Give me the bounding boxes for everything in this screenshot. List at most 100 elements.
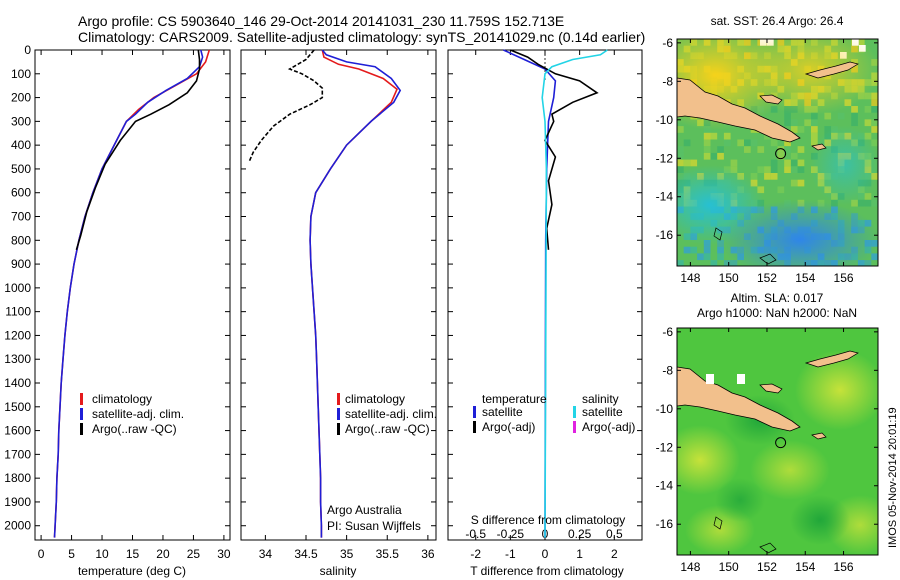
island: [804, 350, 859, 368]
sst-cell: [744, 146, 751, 153]
sst-cell: [784, 166, 791, 173]
sst-cell: [784, 159, 791, 167]
sst-cell: [770, 166, 778, 173]
legend-label-climatology: climatology: [92, 392, 152, 406]
depth-tick-label: 300: [11, 114, 31, 128]
legend-label-t-argo: Argo(-adj): [482, 420, 535, 434]
legend-swatch-t-argo: [473, 421, 476, 433]
lat-tick-label: -10: [656, 113, 674, 127]
legend-swatch-satellite: [337, 408, 340, 420]
x-tick-label: 34: [259, 547, 273, 561]
series-line-2: [75, 49, 201, 251]
salinity-tick-label: 0.25: [568, 527, 592, 541]
sla-high-region: [750, 440, 830, 500]
sst-cell: [764, 166, 771, 173]
sst-cell: [811, 126, 818, 133]
sst-cell: [811, 139, 818, 147]
x-tick-label: 25: [187, 547, 201, 561]
sst-cell: [790, 166, 798, 173]
legend-label-argo: Argo(..raw -QC): [345, 422, 430, 436]
depth-tick-label: 1200: [4, 328, 31, 342]
legend-label-climatology: climatology: [345, 392, 405, 406]
difference-legend: temperature salinity satellite Argo(-adj…: [473, 392, 635, 434]
sst-cell: [777, 152, 785, 160]
sst-cell: [811, 119, 818, 127]
sst-cell: [864, 199, 872, 207]
depth-tick-label: 0: [24, 43, 31, 57]
sst-cell: [730, 260, 738, 266]
argo-float-marker: [775, 437, 787, 449]
depth-axis: 0 100 200 300 400 500 600 700 800 900 1000 1100 1200…: [4, 43, 230, 533]
series-line-2: [248, 49, 324, 163]
sst-cell: [851, 106, 858, 113]
sst-cell: [723, 132, 731, 140]
sst-cell: [851, 119, 858, 127]
difference-s-axis: -0.5 -0.25 0 0.25 0.5: [465, 50, 623, 541]
depth-tick-label: 1800: [4, 471, 31, 485]
legend-label-s-satellite: satellite: [582, 405, 623, 419]
depth-tick-label: 1400: [4, 376, 31, 390]
sst-cell: [703, 246, 711, 254]
sst-cell: [777, 186, 785, 194]
island: [811, 432, 827, 440]
legend-swatch-climatology: [80, 393, 83, 405]
sst-cell: [723, 260, 731, 266]
x-tick-label: 36: [421, 547, 435, 561]
difference-panel: -2 -1 0 1 2 -0.5 -0.25 0 0.25 0.5 S difference f…: [447, 49, 643, 578]
difference-y-ticks: [448, 49, 642, 527]
sst-cell: [723, 139, 731, 147]
island: [811, 143, 827, 151]
lon-tick-label: 148: [680, 271, 700, 285]
legend-swatch-argo: [337, 423, 340, 435]
sst-cell: [864, 260, 872, 266]
reef-outline: [713, 516, 723, 530]
salinity-tick-label: -0.25: [497, 527, 525, 541]
figure-title-line1: Argo profile: CS 5903640_146 29-Oct-2014…: [78, 13, 564, 29]
sst-cell: [703, 132, 711, 140]
sst-cell: [677, 260, 684, 266]
depth-tick-label: 600: [11, 186, 31, 200]
sst-cell: [750, 139, 758, 147]
salinity-tick-label: -0.5: [465, 527, 486, 541]
sst-map-title: sat. SST: 26.4 Argo: 26.4: [711, 14, 844, 28]
sst-cell: [777, 146, 785, 153]
lat-tick-label: -16: [656, 517, 674, 531]
x-tick-label: 5: [68, 547, 75, 561]
lon-tick-label: 154: [795, 271, 815, 285]
sst-cell: [677, 146, 684, 153]
sst-cell: [690, 246, 698, 254]
sst-cell: [683, 246, 691, 254]
missing-data-patch: [706, 374, 714, 384]
sla-high-region: [795, 350, 878, 430]
depth-tick-label: 500: [11, 162, 31, 176]
temperature-panel: 0100200300400500600700800900100011001200…: [4, 43, 231, 578]
difference-s-label: S difference from climatology: [471, 513, 626, 527]
temperature-legend: climatology satellite-adj. clim. Argo(..…: [80, 392, 184, 436]
x-tick-label: 10: [95, 547, 109, 561]
temperature-x-axis: 0 5 10 15 20 25 30: [38, 50, 231, 561]
sst-cell: [784, 146, 791, 153]
salinity-series: [248, 49, 402, 538]
lon-tick-label: 150: [719, 560, 739, 574]
depth-tick-label: 1100: [5, 305, 31, 319]
sst-cell: [871, 99, 878, 106]
sst-cell: [811, 112, 818, 120]
series-line-2: [541, 49, 608, 538]
series-line-1: [510, 49, 599, 250]
legend-label-s-argo: Argo(-adj): [582, 420, 635, 434]
sst-cell: [790, 126, 798, 133]
sst-cell: [824, 112, 832, 120]
sst-cell: [811, 132, 818, 140]
sst-cell: [831, 199, 838, 207]
lat-tick-label: -12: [656, 440, 674, 454]
sst-cell: [790, 152, 798, 160]
sst-cell: [864, 193, 872, 200]
sst-cell: [871, 199, 878, 207]
sst-map-field: [677, 39, 878, 266]
lat-tick-label: -8: [662, 363, 673, 377]
island: [804, 61, 859, 79]
sst-cell: [697, 253, 704, 261]
x-tick-label: 30: [217, 547, 231, 561]
sst-cell: [864, 119, 872, 127]
sla-map-title-line1: Altim. SLA: 0.017: [731, 291, 824, 305]
